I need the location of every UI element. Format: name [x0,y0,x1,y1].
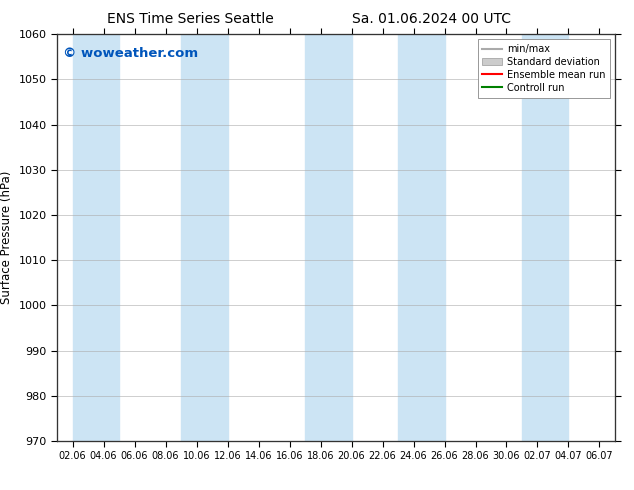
Text: Sa. 01.06.2024 00 UTC: Sa. 01.06.2024 00 UTC [352,12,510,26]
Bar [72,34,119,441]
Text: ENS Time Series Seattle: ENS Time Series Seattle [107,12,274,26]
Bar [398,34,444,441]
Text: © woweather.com: © woweather.com [63,47,198,59]
Y-axis label: Surface Pressure (hPa): Surface Pressure (hPa) [0,171,13,304]
Bar [305,34,351,441]
Bar [181,34,228,441]
Bar [522,34,569,441]
Legend: min/max, Standard deviation, Ensemble mean run, Controll run: min/max, Standard deviation, Ensemble me… [477,39,610,98]
